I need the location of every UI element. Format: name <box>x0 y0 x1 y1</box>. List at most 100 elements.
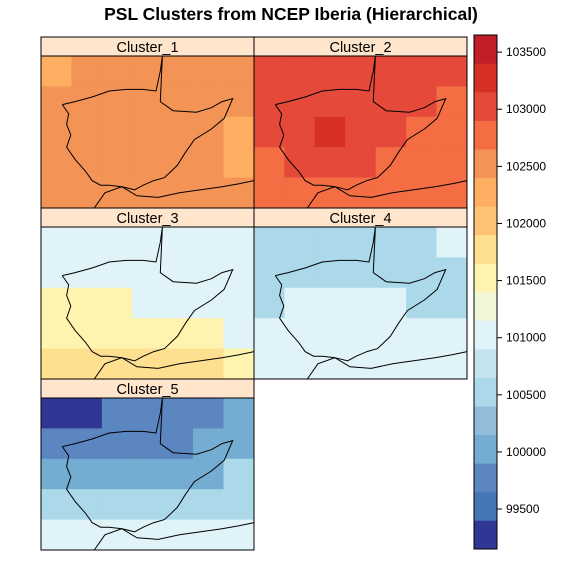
coastline <box>274 55 447 191</box>
heatmap-cell <box>375 116 407 148</box>
heatmap-cell <box>162 489 194 520</box>
heatmap-cell <box>101 257 133 289</box>
colorbar-swatch <box>474 149 497 179</box>
heatmap-cell <box>162 56 194 87</box>
heatmap-cell <box>101 519 133 551</box>
colorbar-tick-label: 103000 <box>506 102 546 116</box>
coastline-africa <box>93 180 255 209</box>
heatmap-cell <box>254 56 285 87</box>
panel-cluster-5: Cluster_5 <box>40 378 255 551</box>
panel-cluster-3: Cluster_3 <box>40 207 255 380</box>
heatmap-cell <box>406 177 437 209</box>
heatmap-cell <box>436 348 468 380</box>
heatmap-cell <box>41 318 72 349</box>
heatmap-cell <box>71 257 103 289</box>
colorbar-swatch <box>474 520 497 550</box>
heatmap-cell <box>162 398 194 429</box>
heatmap-cell <box>406 227 437 258</box>
colorbar: 99500 100000 100500 101000 101500 102000 10250… <box>473 34 546 550</box>
heatmap-cell <box>162 227 194 258</box>
heatmap-cell <box>375 257 407 289</box>
heatmap-cell <box>223 147 255 178</box>
heatmap-cell <box>71 398 103 429</box>
heatmap-cell <box>284 56 316 87</box>
heatmap-cell <box>345 147 377 178</box>
panel-strip-label: Cluster_5 <box>116 382 178 398</box>
heatmap-cell <box>193 56 224 87</box>
heatmap-cell <box>314 116 346 148</box>
colorbar-swatch <box>474 63 497 93</box>
heatmap-cell <box>345 177 377 209</box>
colorbar-swatch <box>474 406 497 436</box>
heatmap-cell <box>132 428 164 460</box>
panel-cluster-1: Cluster_1 <box>40 36 255 209</box>
colorbar-swatch <box>474 92 497 121</box>
heatmap-cell <box>101 227 133 258</box>
coastline <box>61 55 234 191</box>
heatmap-cell <box>223 318 255 349</box>
panel-strip-label: Cluster_4 <box>329 211 391 227</box>
heatmap-cell <box>314 287 346 319</box>
heatmap-cell <box>132 348 164 380</box>
heatmap-cell <box>345 116 377 148</box>
heatmap-cell <box>223 116 255 148</box>
heatmap-cell <box>193 257 224 289</box>
heatmap-cell <box>193 177 224 209</box>
heatmap-cell <box>254 86 285 118</box>
heatmap-cell <box>193 227 224 258</box>
heatmap-cell <box>101 86 133 118</box>
panels-group: Cluster_1 Cluster_2 Cluster_3 Cluster_4 Clus… <box>40 36 468 551</box>
heatmap-cell <box>193 287 224 319</box>
heatmap-cell <box>71 86 103 118</box>
heatmap-cell <box>254 177 285 209</box>
heatmap-cell <box>41 86 72 118</box>
colorbar-border <box>473 34 498 550</box>
heatmap-cell <box>101 489 133 520</box>
heatmap-cell <box>223 86 255 118</box>
heatmap-cell <box>375 227 407 258</box>
heatmap-cell <box>132 489 164 520</box>
heatmap-cell <box>71 227 103 258</box>
heatmap-cell <box>375 86 407 118</box>
heatmap-cell <box>223 287 255 319</box>
heatmap-cell <box>223 257 255 289</box>
heatmap-cell <box>406 116 437 148</box>
heatmap-cell <box>162 147 194 178</box>
coastline-africa <box>93 351 255 380</box>
heatmap-cell <box>314 257 346 289</box>
heatmap-cell <box>254 318 285 349</box>
heatmap-cell <box>193 458 224 490</box>
panel-cluster-2: Cluster_2 <box>253 36 468 209</box>
colorbar-swatch <box>474 349 497 378</box>
heatmap-cell <box>101 318 133 349</box>
heatmap-cell <box>406 348 437 380</box>
heatmap-cell <box>223 519 255 551</box>
heatmap-cell <box>406 56 437 87</box>
coastline <box>61 397 234 533</box>
heatmap-cell <box>193 428 224 460</box>
heatmap-cell <box>345 257 377 289</box>
heatmap-cell <box>41 428 72 460</box>
heatmap-cell <box>314 56 346 87</box>
heatmap-cell <box>406 287 437 319</box>
heatmap-cell <box>223 428 255 460</box>
heatmap-cell <box>101 116 133 148</box>
colorbar-swatch <box>474 491 497 521</box>
heatmap-cell <box>101 348 133 380</box>
heatmap-cell <box>132 287 164 319</box>
panel-border <box>40 397 255 551</box>
colorbar-swatch <box>474 292 497 321</box>
heatmap-cell <box>41 177 72 209</box>
chart-title: PSL Clusters from NCEP Iberia (Hierarchi… <box>104 4 478 24</box>
heatmap-cell <box>41 227 72 258</box>
heatmap-cell <box>101 147 133 178</box>
heatmap-cell <box>132 257 164 289</box>
heatmap-cell <box>223 227 255 258</box>
colorbar-swatch <box>474 206 497 236</box>
heatmap-cell <box>101 458 133 490</box>
colorbar-tick-label: 103500 <box>506 45 546 59</box>
heatmap-cell <box>345 348 377 380</box>
heatmap-cell <box>101 398 133 429</box>
heatmap-cell <box>284 257 316 289</box>
